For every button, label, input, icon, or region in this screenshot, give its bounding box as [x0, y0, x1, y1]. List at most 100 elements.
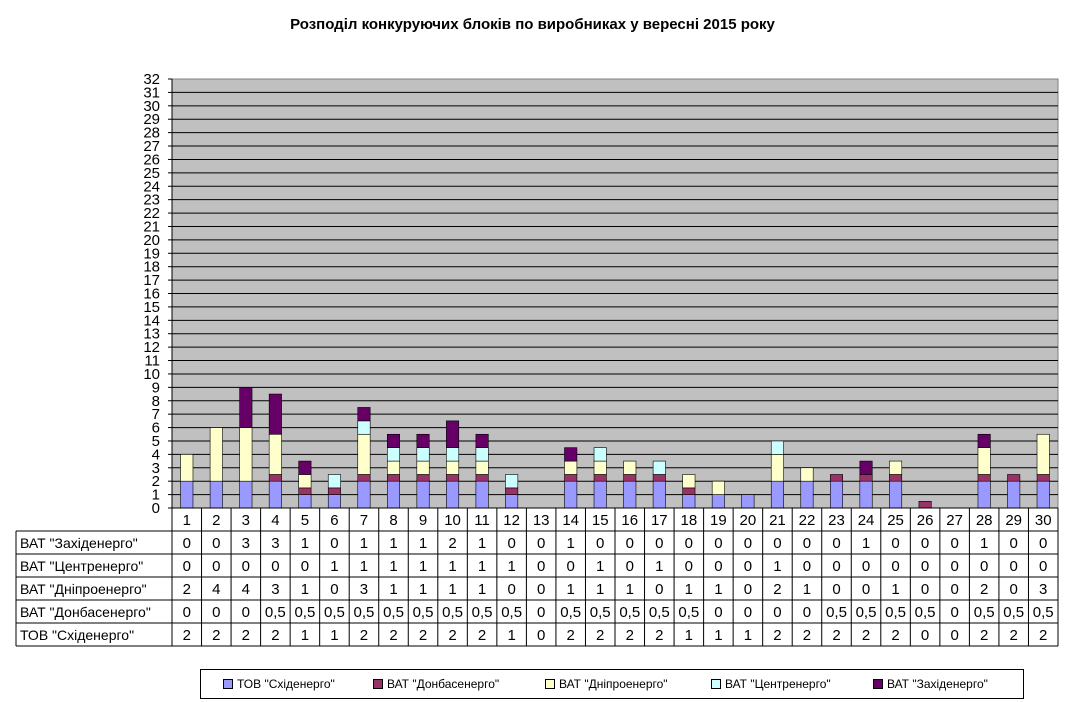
- bar-segment: [652, 474, 666, 482]
- data-label: 0: [891, 558, 899, 575]
- data-label: 1: [685, 581, 693, 598]
- y-tick-label: 32: [143, 71, 160, 88]
- data-label: 1: [744, 627, 752, 644]
- bar-segment: [327, 487, 341, 495]
- bar-segment: [829, 480, 844, 509]
- data-label: 0: [744, 558, 752, 575]
- data-label: 0: [921, 627, 929, 644]
- y-tick-label: 23: [143, 192, 160, 209]
- bar-segment: [416, 433, 430, 448]
- bar-segment: [475, 474, 489, 482]
- stacked-bar-chart: 0123456789101112131415161718192021222324…: [15, 71, 1059, 647]
- data-label: 0,5: [649, 604, 670, 621]
- chart-title: Розподіл конкуруючих блоків по виробника…: [290, 16, 775, 33]
- data-label: 1: [389, 581, 397, 598]
- y-tick-label: 1: [152, 487, 160, 504]
- data-label: 1: [773, 558, 781, 575]
- data-label: 0: [183, 535, 191, 552]
- y-tick-label: 9: [152, 379, 160, 396]
- y-tick-label: 15: [143, 299, 160, 316]
- data-label: 0,5: [383, 604, 404, 621]
- legend-swatch: [711, 678, 721, 689]
- data-label: 1: [567, 581, 575, 598]
- data-label: 0: [714, 558, 722, 575]
- data-label: 1: [448, 581, 456, 598]
- bar-segment: [386, 433, 401, 448]
- data-label: 2: [419, 627, 427, 644]
- x-tick-label: 27: [946, 512, 963, 529]
- data-label: 0: [832, 581, 840, 598]
- data-label: 0: [537, 558, 545, 575]
- data-label: 0,5: [1003, 604, 1024, 621]
- bar-segment: [475, 460, 489, 475]
- data-label: 1: [596, 558, 604, 575]
- data-label: 4: [212, 581, 220, 598]
- table-series-label: ВАТ "Західенерго": [20, 535, 138, 551]
- data-label: 0: [744, 604, 752, 621]
- bar-segment: [298, 494, 312, 509]
- data-label: 0: [744, 581, 752, 598]
- data-label: 2: [980, 581, 988, 598]
- x-tick-label: 7: [360, 512, 368, 529]
- data-label: 3: [271, 581, 279, 598]
- bar-segment: [446, 420, 460, 448]
- data-label: 2: [478, 627, 486, 644]
- data-label: 2: [567, 627, 575, 644]
- bar-segment: [209, 427, 223, 482]
- data-label: 1: [478, 581, 486, 598]
- bar-segment: [357, 480, 371, 509]
- x-tick-label: 17: [651, 512, 668, 529]
- bar-segment: [386, 447, 401, 462]
- data-label: 2: [389, 627, 397, 644]
- bar-segment: [268, 393, 282, 435]
- y-tick-label: 30: [143, 98, 160, 115]
- bar-segment: [416, 474, 430, 482]
- data-label: 2: [803, 627, 811, 644]
- x-tick-label: 2: [212, 512, 220, 529]
- bar-segment: [564, 460, 578, 475]
- data-label: 0: [537, 604, 545, 621]
- data-label: 0: [862, 581, 870, 598]
- data-label: 0,5: [826, 604, 847, 621]
- bar-segment: [1007, 474, 1021, 482]
- legend-swatch: [873, 678, 883, 689]
- data-label: 0: [1010, 558, 1018, 575]
- bar-segment: [416, 447, 430, 462]
- legend-label: ТОВ "Східенерго": [237, 677, 335, 691]
- data-label: 0: [537, 581, 545, 598]
- bar-segment: [770, 440, 784, 455]
- y-tick-label: 8: [152, 393, 160, 410]
- data-label: 0: [537, 627, 545, 644]
- bar-segment: [977, 433, 991, 448]
- bar-segment: [386, 480, 401, 509]
- data-label: 0,5: [294, 604, 315, 621]
- y-tick-label: 29: [143, 111, 160, 128]
- data-label: 0: [921, 535, 929, 552]
- data-label: 0,5: [974, 604, 995, 621]
- data-label: 2: [1039, 627, 1047, 644]
- bar-segment: [682, 474, 696, 489]
- y-tick-label: 12: [143, 339, 160, 356]
- legend-swatch: [223, 678, 233, 689]
- y-tick-label: 10: [143, 366, 160, 383]
- data-label: 2: [596, 627, 604, 644]
- data-label: 0: [212, 604, 220, 621]
- data-label: 1: [330, 627, 338, 644]
- data-label: 0: [507, 581, 515, 598]
- bar-segment: [357, 474, 371, 482]
- data-label: 0: [921, 581, 929, 598]
- data-label: 1: [419, 581, 427, 598]
- bar-segment: [446, 480, 460, 509]
- bar-segment: [741, 494, 755, 509]
- data-label: 1: [803, 581, 811, 598]
- data-label: 0: [744, 535, 752, 552]
- legend-item: ВАТ "Західенерго": [873, 677, 988, 691]
- y-tick-label: 26: [143, 151, 160, 168]
- data-label: 1: [301, 535, 309, 552]
- data-label: 0: [803, 535, 811, 552]
- bar-segment: [209, 480, 223, 509]
- y-tick-label: 22: [143, 205, 160, 222]
- data-label: 1: [478, 535, 486, 552]
- y-tick-label: 5: [152, 433, 160, 450]
- data-label: 1: [714, 581, 722, 598]
